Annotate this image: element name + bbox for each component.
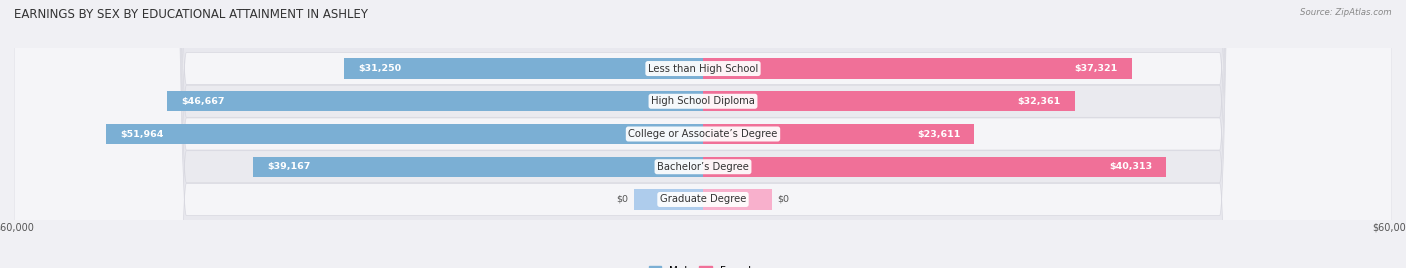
Bar [703, 91, 1074, 111]
FancyBboxPatch shape [14, 0, 1392, 268]
Text: Graduate Degree: Graduate Degree [659, 195, 747, 204]
Text: $31,250: $31,250 [359, 64, 401, 73]
Text: $37,321: $37,321 [1074, 64, 1118, 73]
Bar [703, 58, 1132, 79]
Text: Less than High School: Less than High School [648, 64, 758, 73]
Text: $40,313: $40,313 [1109, 162, 1152, 171]
Text: College or Associate’s Degree: College or Associate’s Degree [628, 129, 778, 139]
Bar [344, 58, 703, 79]
Bar [167, 91, 703, 111]
Text: $39,167: $39,167 [267, 162, 311, 171]
Legend: Male, Female: Male, Female [644, 261, 762, 268]
Text: $32,361: $32,361 [1018, 97, 1060, 106]
Bar [107, 124, 703, 144]
FancyBboxPatch shape [14, 0, 1392, 268]
Text: $46,667: $46,667 [181, 97, 225, 106]
Text: High School Diploma: High School Diploma [651, 96, 755, 106]
Text: Bachelor’s Degree: Bachelor’s Degree [657, 162, 749, 172]
Bar [703, 189, 772, 210]
FancyBboxPatch shape [14, 0, 1392, 268]
Bar [253, 157, 703, 177]
Text: $0: $0 [778, 195, 790, 204]
Text: $51,964: $51,964 [120, 129, 163, 139]
FancyBboxPatch shape [14, 0, 1392, 268]
Bar [634, 189, 703, 210]
Bar [703, 124, 974, 144]
Text: $0: $0 [616, 195, 628, 204]
Text: EARNINGS BY SEX BY EDUCATIONAL ATTAINMENT IN ASHLEY: EARNINGS BY SEX BY EDUCATIONAL ATTAINMEN… [14, 8, 368, 21]
Bar [703, 157, 1166, 177]
FancyBboxPatch shape [14, 0, 1392, 268]
Text: $23,611: $23,611 [917, 129, 960, 139]
Text: Source: ZipAtlas.com: Source: ZipAtlas.com [1301, 8, 1392, 17]
